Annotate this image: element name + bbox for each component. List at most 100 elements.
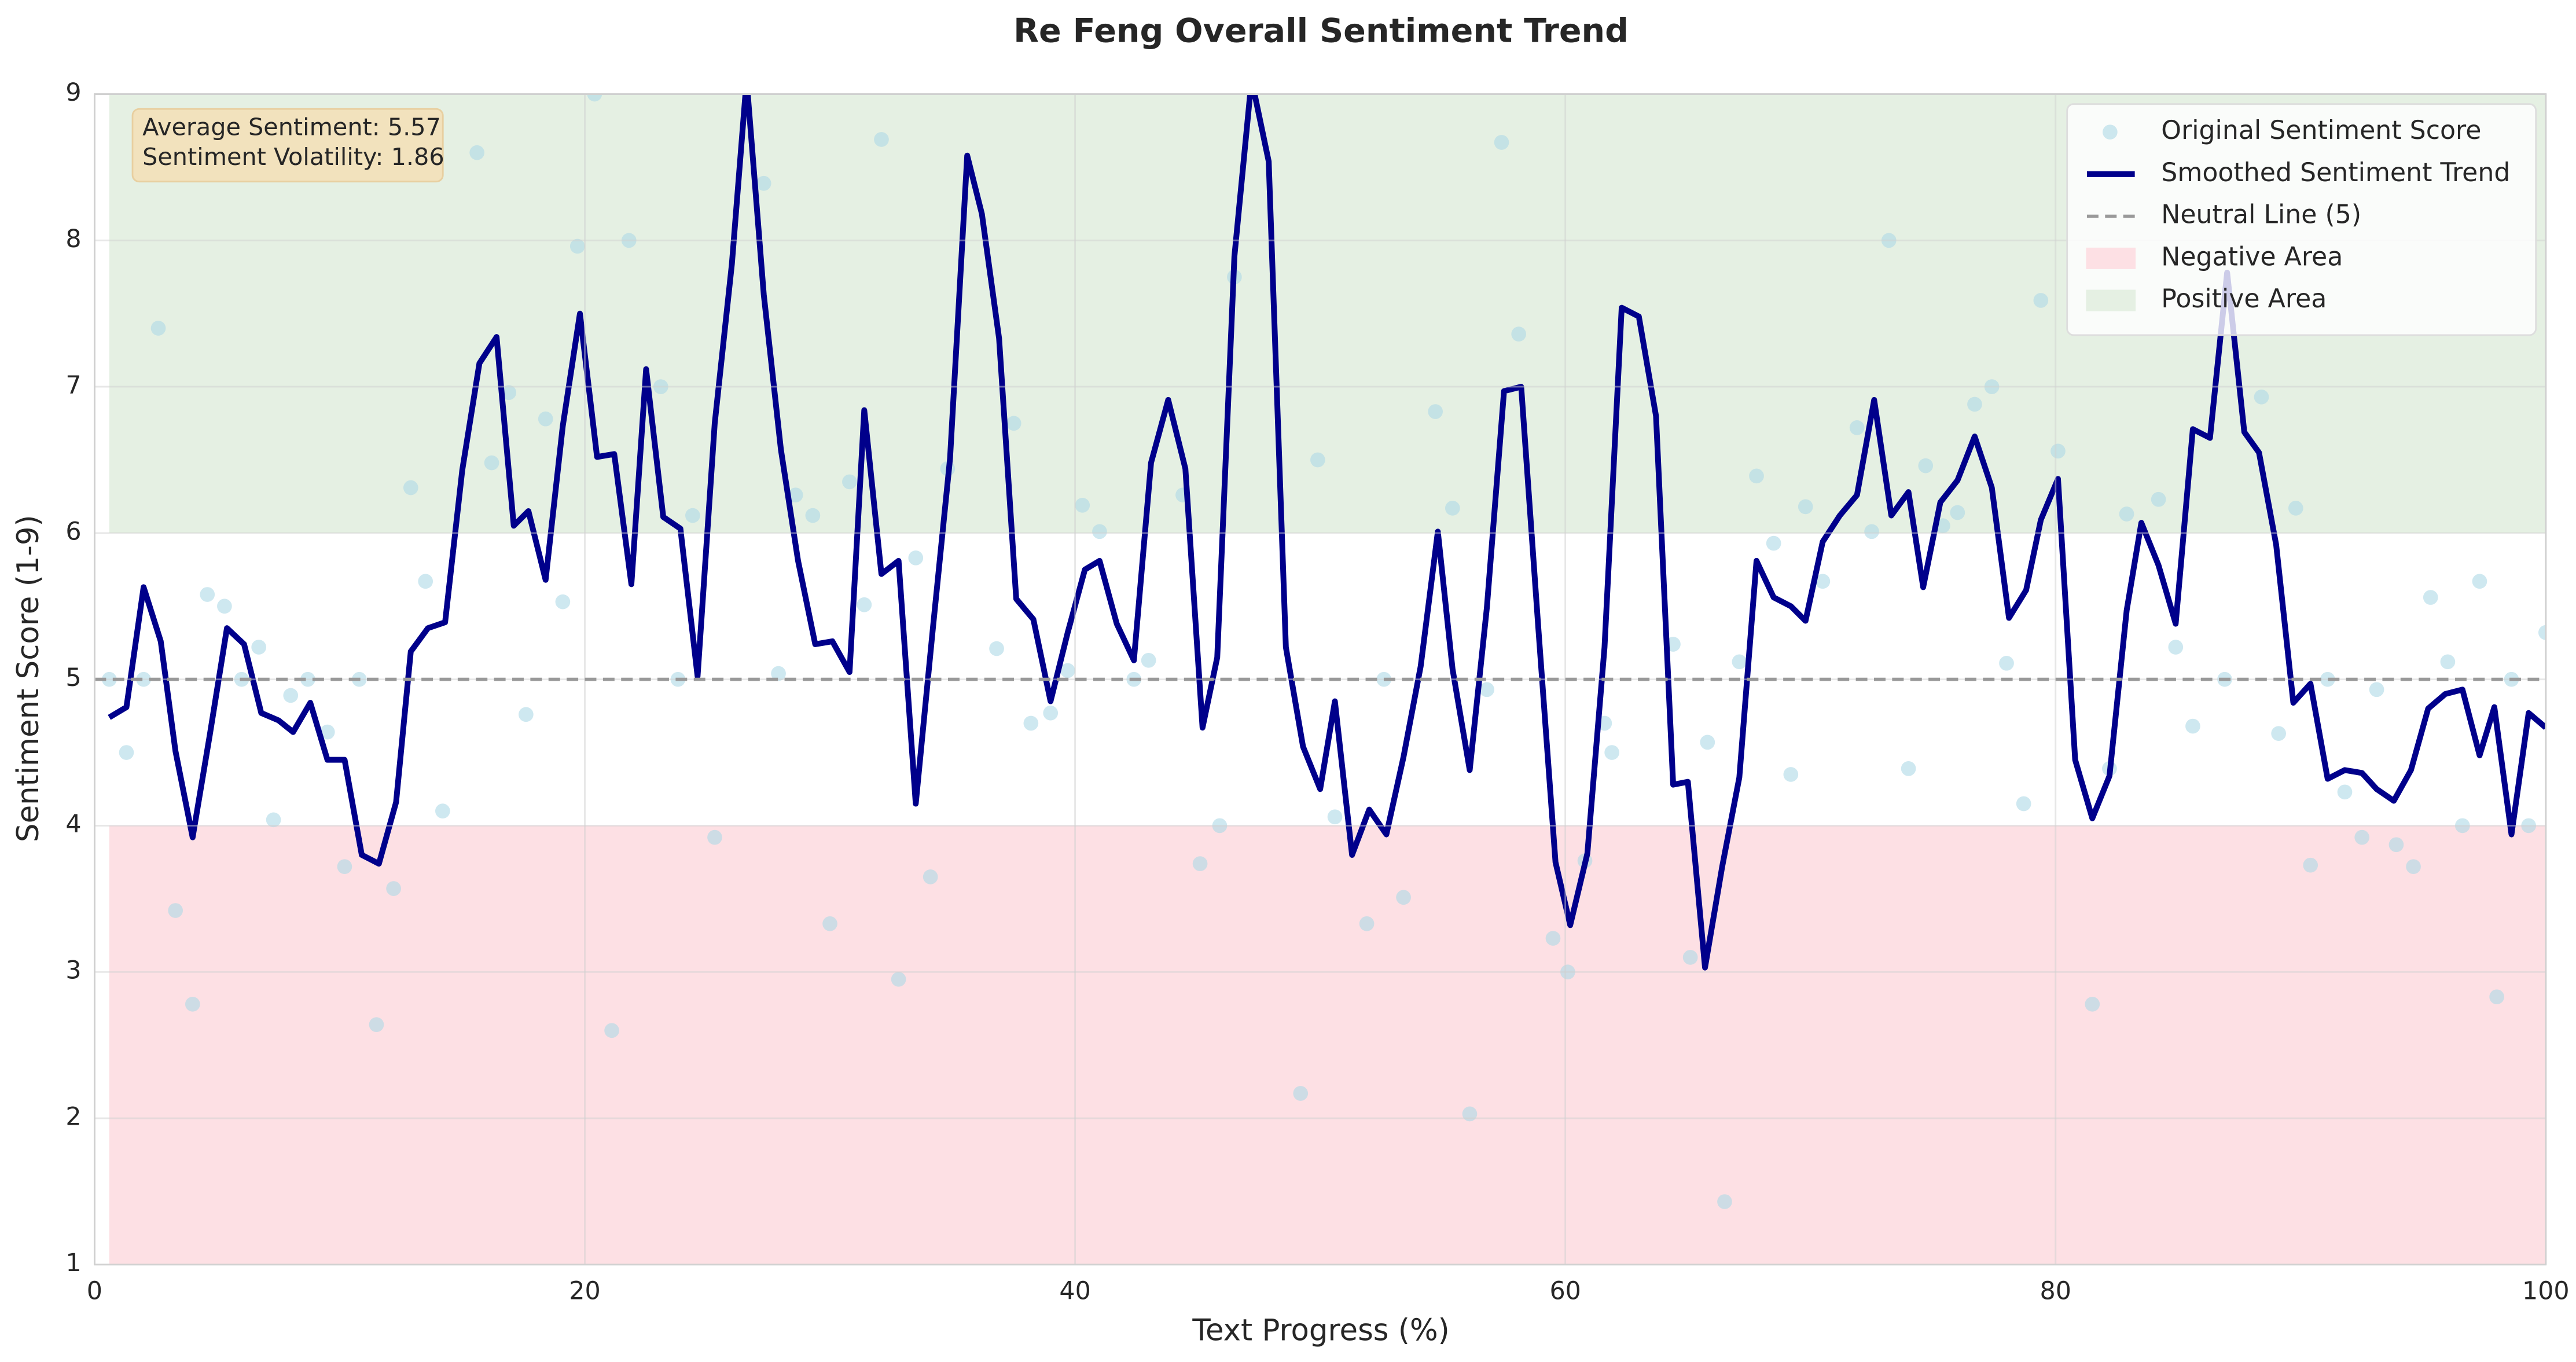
scatter-point (2288, 501, 2303, 516)
x-tick-label: 0 (87, 1277, 102, 1306)
scatter-point (168, 903, 183, 918)
legend-marker (2086, 247, 2136, 269)
scatter-point (2369, 682, 2384, 697)
scatter-point (2085, 996, 2100, 1012)
scatter-point (805, 508, 821, 523)
scatter-point (555, 594, 571, 610)
x-tick-label: 80 (2040, 1277, 2071, 1306)
scatter-point (2388, 837, 2404, 853)
scatter-point (874, 132, 889, 147)
scatter-point (1396, 890, 1411, 905)
scatter-point (200, 587, 215, 602)
legend-box (2066, 103, 2537, 336)
band (109, 825, 2546, 1265)
scatter-point (418, 574, 433, 589)
scatter-point (788, 487, 803, 502)
scatter-point (1545, 931, 1561, 946)
scatter-point (150, 321, 166, 336)
plot-frame (93, 93, 2547, 1266)
annotation-text: Average Sentiment: 5.57 (142, 113, 441, 141)
scatter-point (842, 474, 857, 490)
scatter-point (337, 859, 352, 875)
scatter-point (1511, 326, 1527, 342)
scatter-point (923, 869, 938, 884)
scatter-point (1092, 524, 1107, 539)
y-tick-label: 6 (65, 517, 81, 546)
scatter-point (908, 550, 924, 566)
trend-line (108, 94, 2546, 971)
scatter-point (2303, 857, 2318, 873)
scatter-point (1918, 458, 1934, 473)
scatter-point (989, 641, 1004, 656)
scatter-point (217, 599, 232, 614)
scatter-point (1700, 735, 1715, 750)
y-tick-label: 3 (65, 956, 81, 985)
scatter-point (1999, 656, 2014, 671)
x-tick-label: 100 (2522, 1277, 2570, 1306)
scatter-point (1060, 663, 1075, 678)
y-tick-label: 4 (65, 810, 81, 839)
scatter-point (1864, 524, 1879, 539)
scatter-point (119, 745, 134, 760)
scatter-point (1359, 916, 1375, 931)
scatter-point (1717, 1194, 1732, 1209)
scatter-point (185, 996, 200, 1012)
scatter-point (857, 597, 872, 612)
scatter-point (1428, 404, 1443, 419)
scatter-point (2538, 625, 2546, 640)
annotation-box (131, 108, 444, 183)
y-tick-label: 8 (65, 225, 81, 254)
scatter-point (469, 145, 484, 160)
scatter-point (2406, 859, 2421, 875)
scatter-point (756, 175, 771, 191)
scatter-point (369, 1017, 384, 1033)
scatter-point (587, 94, 602, 102)
scatter-point (519, 707, 534, 722)
scatter-point (1327, 809, 1343, 825)
scatter-point (1479, 682, 1494, 697)
scatter-point (1967, 397, 1982, 412)
chart-title: Re Feng Overall Sentiment Trend (1013, 12, 1629, 50)
legend-label: Original Sentiment Score (2161, 116, 2481, 145)
scatter-point (2016, 796, 2031, 812)
scatter-point (1783, 767, 1799, 782)
legend-label: Neutral Line (5) (2161, 200, 2361, 230)
annotation-text: Sentiment Volatility: 1.86 (142, 143, 444, 171)
scatter-point (891, 971, 906, 987)
legend-marker (2103, 124, 2118, 140)
scatter-point (1849, 420, 1865, 435)
scatter-point (1023, 715, 1039, 731)
scatter-point (1445, 501, 1460, 516)
scatter-point (1749, 468, 1764, 484)
x-axis-label: Text Progress (%) (1192, 1313, 1449, 1348)
x-tick-label: 20 (569, 1277, 600, 1306)
scatter-point (251, 640, 267, 655)
y-axis-label: Sentiment Score (1-9) (11, 515, 46, 842)
legend-label: Smoothed Sentiment Trend (2161, 158, 2510, 188)
scatter-point (569, 238, 585, 254)
scatter-point (1310, 452, 1325, 468)
scatter-point (319, 724, 335, 740)
x-tick-label: 60 (1549, 1277, 1581, 1306)
y-tick-label: 7 (65, 371, 81, 400)
scatter-point (1604, 745, 1619, 760)
scatter-point (266, 812, 281, 828)
scatter-point (2440, 654, 2456, 670)
y-tick-label: 1 (65, 1249, 81, 1277)
scatter-point (1075, 498, 1090, 513)
legend-label: Positive Area (2161, 284, 2327, 314)
y-tick-label: 2 (65, 1102, 81, 1131)
scatter-point (1766, 535, 1781, 551)
scatter-point (2119, 506, 2134, 522)
scatter-point (2489, 989, 2504, 1004)
scatter-point (1494, 135, 1509, 150)
scatter-point (1006, 416, 1021, 431)
scatter-point (484, 455, 499, 471)
scatter-point (1192, 856, 1208, 871)
scatter-point (1043, 705, 1059, 721)
scatter-point (1950, 505, 1965, 520)
scatter-point (501, 385, 517, 401)
scatter-point (283, 688, 299, 703)
